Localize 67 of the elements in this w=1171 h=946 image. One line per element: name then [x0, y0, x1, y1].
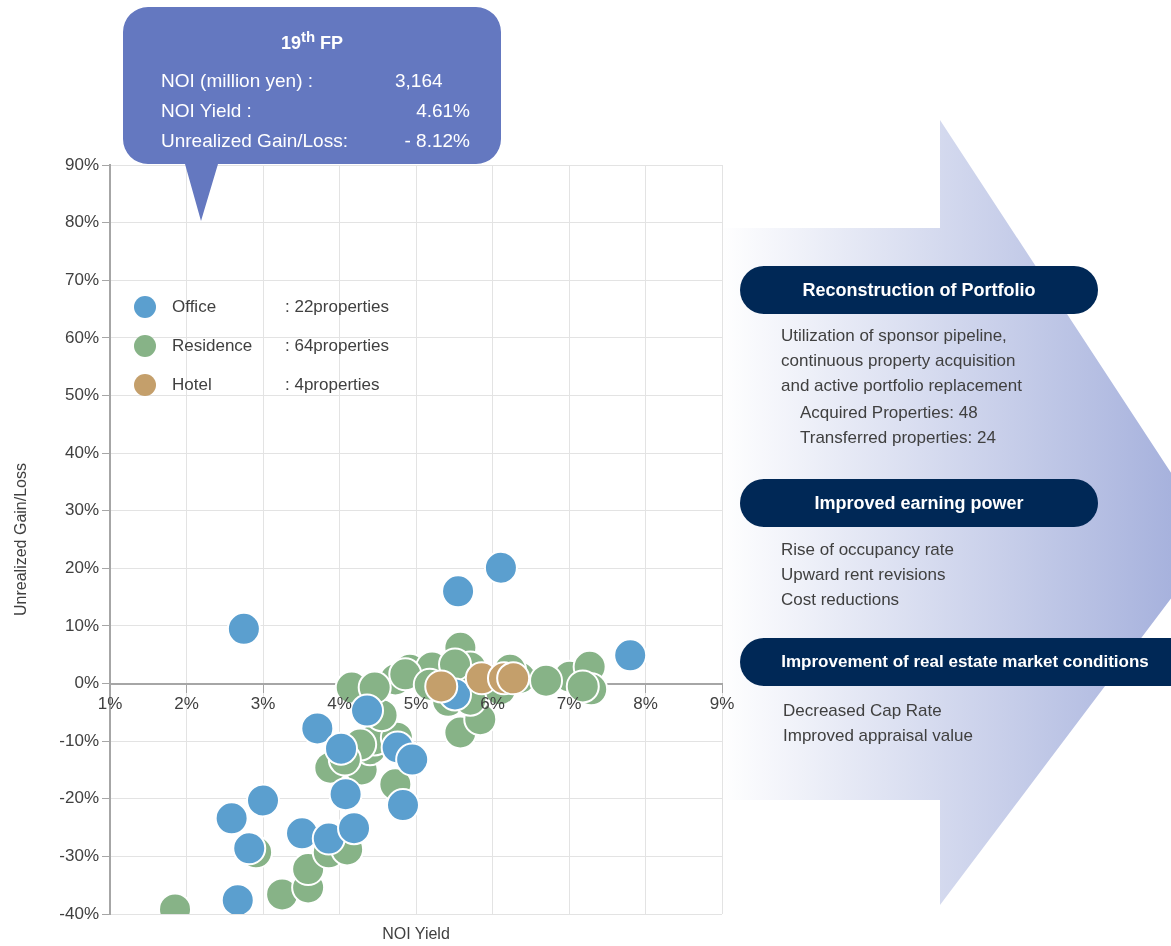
y-axis-title: Unrealized Gain/Loss — [12, 463, 30, 616]
x-tick-label: 4% — [327, 694, 352, 714]
point — [395, 742, 430, 777]
text: NOI Yield : — [161, 100, 252, 122]
text: Utilization of sponsor pipeline, — [781, 325, 1007, 347]
y-tick-label: -20% — [59, 788, 99, 808]
point — [220, 883, 255, 914]
text: Acquired Properties: 48 — [800, 402, 978, 424]
y-tick-label: -10% — [59, 730, 99, 750]
legend-label: Office — [172, 296, 217, 316]
point — [483, 550, 518, 585]
annotation: : 64properties — [285, 335, 389, 355]
point — [232, 831, 267, 866]
point — [328, 777, 363, 812]
y-tick-label: 30% — [64, 500, 99, 520]
text: 4.61% — [415, 100, 470, 122]
x-tick-label: 5% — [403, 694, 429, 714]
x-tick-label: 7% — [556, 694, 582, 714]
point — [337, 811, 372, 846]
point — [529, 663, 564, 698]
y-tick-label: 70% — [64, 269, 99, 289]
text: Upward rent revisions — [781, 564, 946, 586]
annotation: : 22properties — [285, 296, 389, 316]
point — [246, 783, 280, 818]
point — [441, 574, 476, 609]
text: Improved appraisal value — [783, 725, 973, 747]
y-tick-label: -40% — [59, 903, 99, 923]
point — [300, 711, 335, 746]
x-tick-label: 9% — [709, 694, 735, 714]
point — [324, 731, 359, 766]
x-tick-label: 3% — [250, 694, 276, 714]
point — [311, 821, 346, 856]
text: Improvement of real estate market conditions — [740, 638, 1171, 686]
text: and active portfolio replacement — [781, 375, 1022, 397]
text: continuous property acquisition — [781, 350, 1016, 372]
text: - 8.12% — [403, 130, 470, 152]
text: Decreased Cap Rate — [783, 700, 942, 722]
x-tick-label: 2% — [174, 694, 199, 714]
y-tick-label: 0% — [74, 673, 99, 693]
annotation: : 4properties — [285, 374, 380, 394]
legend-label: Hotel — [172, 374, 212, 394]
text: Transferred properties: 24 — [800, 427, 996, 449]
x-axis-title: NOI Yield — [382, 925, 450, 943]
x-tick-label: 8% — [633, 694, 658, 714]
y-tick-label: 20% — [64, 558, 99, 577]
text: 3,164 — [395, 70, 443, 92]
point — [226, 611, 261, 646]
point — [214, 801, 249, 836]
legend-label: Residence — [172, 335, 253, 355]
y-tick-label: 10% — [64, 615, 99, 635]
text: Reconstruction of Portfolio — [740, 266, 1098, 314]
y-tick-label: 60% — [64, 327, 99, 347]
x-tick-label: 1% — [97, 694, 123, 714]
text: Improved earning power — [740, 479, 1098, 527]
text: NOI (million yen) : — [161, 70, 314, 92]
point — [613, 638, 648, 673]
y-tick-label: 80% — [64, 212, 99, 232]
text: 19$^{th}$ FP — [279, 28, 345, 54]
y-tick-label: 90% — [64, 154, 99, 174]
text: Rise of occupancy rate — [781, 539, 954, 561]
y-tick-label: 50% — [64, 385, 99, 405]
text: Unrealized Gain/Loss: — [161, 130, 348, 152]
y-tick-label: -30% — [59, 846, 99, 866]
point — [386, 788, 420, 823]
point — [350, 693, 385, 728]
text: Cost reductions — [781, 589, 900, 611]
y-tick-label: 40% — [64, 442, 99, 462]
